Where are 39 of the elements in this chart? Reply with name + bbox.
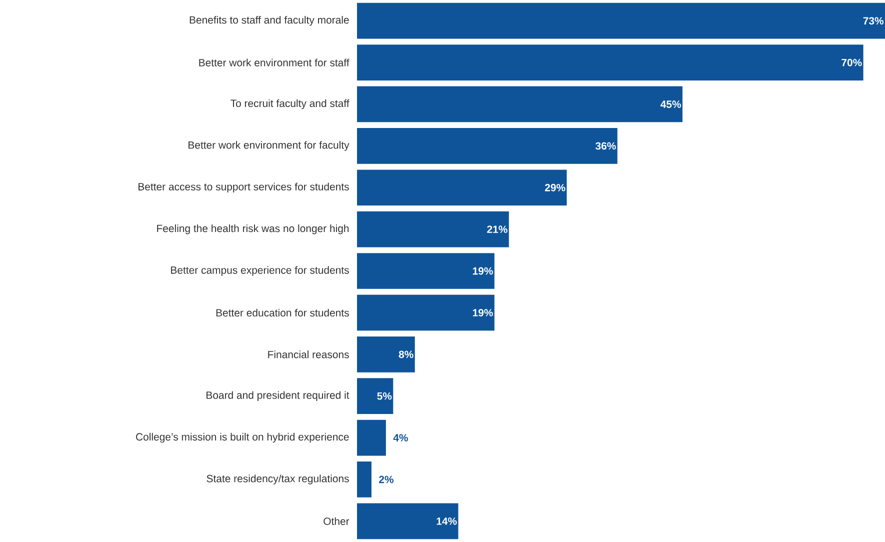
y-tick-label: Board and president required it (206, 391, 350, 401)
y-tick-label: Better work environment for faculty (188, 141, 350, 151)
y-tick-label: Better access to support services for students (138, 182, 349, 192)
bar (357, 2, 885, 39)
bar (357, 211, 509, 248)
y-tick-label: College’s mission is built on hybrid experience (136, 432, 349, 443)
bar (357, 86, 682, 122)
y-tick-label: Other (324, 517, 350, 526)
bar (357, 462, 372, 498)
bar (357, 170, 567, 206)
y-tick-label: Benefits to staff and faculty morale (190, 16, 349, 26)
y-tick-label: Feeling the health risk was no longer high (157, 224, 349, 234)
data-label: 21% (487, 226, 508, 233)
y-tick-label: Financial reasons (268, 350, 349, 358)
y-tick-label: Better campus experience for students (171, 266, 349, 276)
bar (357, 253, 494, 289)
bar (357, 378, 394, 414)
data-label: 19% (472, 309, 493, 316)
data-label: 14% (436, 517, 457, 525)
data-label: 45% (660, 100, 681, 108)
y-tick-label: Better education for students (216, 308, 349, 317)
data-label: 73% (863, 17, 884, 25)
data-label: 19% (472, 267, 493, 275)
data-label: 8% (398, 350, 414, 358)
bar (357, 44, 864, 80)
y-tick-label: State residency/tax regulations (206, 474, 349, 484)
data-label: 70% (842, 58, 862, 66)
data-label: 2% (379, 476, 394, 484)
data-label: 4% (393, 434, 408, 442)
data-label: 5% (377, 392, 392, 400)
bar (357, 420, 386, 456)
data-label: 29% (544, 184, 566, 192)
bar (357, 128, 618, 164)
bar (357, 503, 458, 540)
y-tick-label: To recruit faculty and staff (230, 99, 350, 110)
y-tick-label: Better work environment for staff (199, 58, 350, 66)
bar (357, 294, 494, 331)
data-label: 36% (595, 142, 616, 150)
bar (357, 336, 415, 372)
